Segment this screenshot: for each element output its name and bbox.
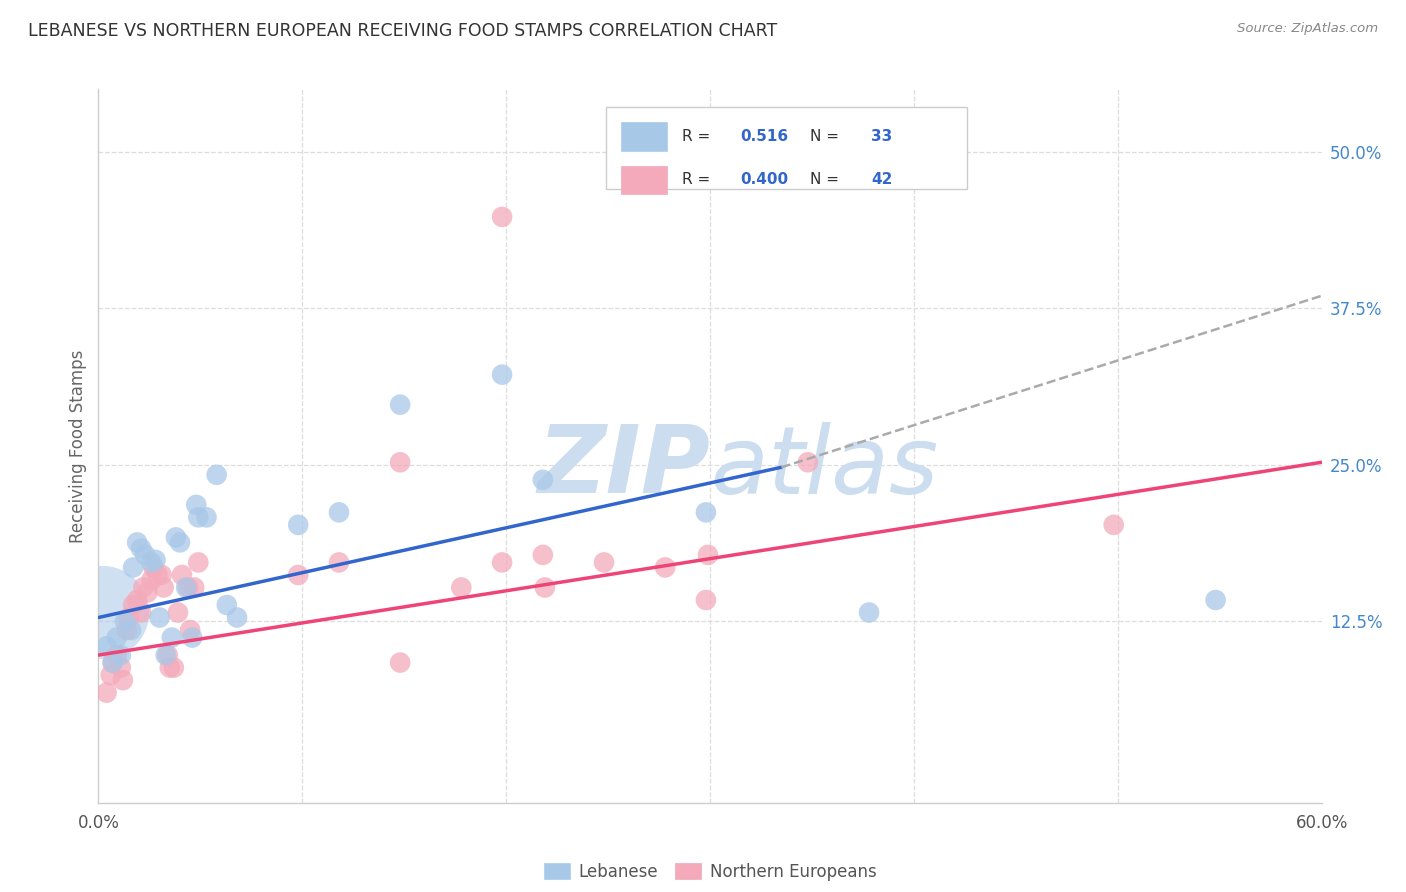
Point: [1102, 517, 1125, 532]
Text: N =: N =: [810, 172, 844, 187]
Point: [105, 631, 128, 645]
Point: [328, 505, 350, 519]
Point: [127, 535, 149, 549]
Point: [195, 510, 218, 524]
Point: [152, 581, 174, 595]
Point: [129, 606, 152, 620]
Text: atlas: atlas: [710, 422, 938, 513]
Text: Source: ZipAtlas.com: Source: ZipAtlas.com: [1237, 22, 1378, 36]
Y-axis label: Receiving Food Stamps: Receiving Food Stamps: [69, 350, 87, 542]
Point: [797, 455, 820, 469]
Point: [389, 656, 412, 670]
Point: [389, 455, 412, 469]
Point: [96, 685, 118, 699]
Text: 0.400: 0.400: [741, 172, 789, 187]
Point: [150, 568, 173, 582]
Point: [179, 623, 201, 637]
Point: [177, 581, 200, 595]
Point: [181, 631, 204, 645]
Text: R =: R =: [682, 172, 716, 187]
Point: [186, 498, 208, 512]
Point: [187, 510, 209, 524]
Point: [100, 668, 122, 682]
Point: [122, 560, 145, 574]
Point: [174, 581, 197, 595]
Point: [155, 648, 177, 662]
Point: [328, 556, 350, 570]
Point: [534, 581, 557, 595]
Bar: [620, 122, 668, 151]
Text: ZIP: ZIP: [537, 421, 710, 514]
Text: LEBANESE VS NORTHERN EUROPEAN RECEIVING FOOD STAMPS CORRELATION CHART: LEBANESE VS NORTHERN EUROPEAN RECEIVING …: [28, 22, 778, 40]
Point: [695, 505, 717, 519]
Point: [110, 660, 132, 674]
Point: [531, 548, 554, 562]
Point: [593, 556, 616, 570]
Point: [226, 610, 249, 624]
Point: [450, 581, 472, 595]
Point: [215, 598, 238, 612]
FancyBboxPatch shape: [606, 107, 967, 189]
Point: [160, 631, 183, 645]
Point: [129, 541, 152, 556]
Text: 42: 42: [872, 172, 893, 187]
Point: [287, 517, 309, 532]
Bar: [620, 166, 668, 194]
Point: [115, 623, 138, 637]
Point: [1205, 593, 1227, 607]
Point: [134, 548, 156, 562]
Point: [136, 585, 159, 599]
Point: [149, 610, 172, 624]
Point: [141, 573, 163, 587]
Point: [183, 581, 205, 595]
Point: [187, 556, 209, 570]
Point: [163, 660, 186, 674]
Point: [146, 568, 169, 582]
Point: [491, 556, 513, 570]
Point: [654, 560, 676, 574]
Text: 0.516: 0.516: [741, 129, 789, 145]
Text: R =: R =: [682, 129, 716, 145]
Text: N =: N =: [810, 129, 844, 145]
Point: [491, 210, 513, 224]
Point: [105, 648, 128, 662]
Point: [122, 598, 145, 612]
Point: [697, 548, 720, 562]
Point: [159, 660, 181, 674]
Point: [110, 648, 132, 662]
Point: [858, 606, 880, 620]
Point: [114, 614, 136, 628]
Point: [141, 556, 163, 570]
Point: [118, 610, 141, 624]
Point: [101, 656, 124, 670]
Point: [287, 568, 309, 582]
Point: [91, 606, 114, 620]
Point: [695, 593, 717, 607]
Point: [120, 623, 142, 637]
Point: [96, 640, 118, 654]
Point: [491, 368, 513, 382]
Point: [531, 473, 554, 487]
Point: [170, 568, 193, 582]
Point: [145, 553, 167, 567]
Point: [165, 530, 187, 544]
Point: [389, 398, 412, 412]
Point: [111, 673, 134, 687]
Legend: Lebanese, Northern Europeans: Lebanese, Northern Europeans: [537, 856, 883, 888]
Point: [169, 535, 191, 549]
Point: [132, 581, 155, 595]
Point: [142, 560, 165, 574]
Text: 33: 33: [872, 129, 893, 145]
Point: [167, 606, 190, 620]
Point: [127, 593, 149, 607]
Point: [205, 467, 228, 482]
Point: [156, 648, 179, 662]
Point: [101, 656, 124, 670]
